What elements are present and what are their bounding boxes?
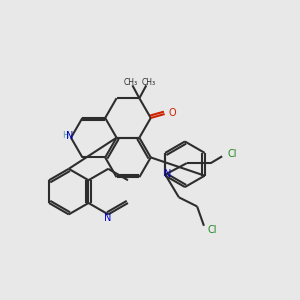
Text: CH₃: CH₃	[123, 78, 137, 87]
Text: N: N	[164, 169, 172, 178]
Text: O: O	[169, 108, 176, 118]
Text: Cl: Cl	[207, 225, 217, 235]
Text: Cl: Cl	[227, 149, 237, 159]
Text: H: H	[62, 131, 68, 140]
Text: CH₃: CH₃	[141, 78, 155, 87]
Text: N: N	[66, 131, 74, 141]
Text: N: N	[103, 213, 111, 224]
